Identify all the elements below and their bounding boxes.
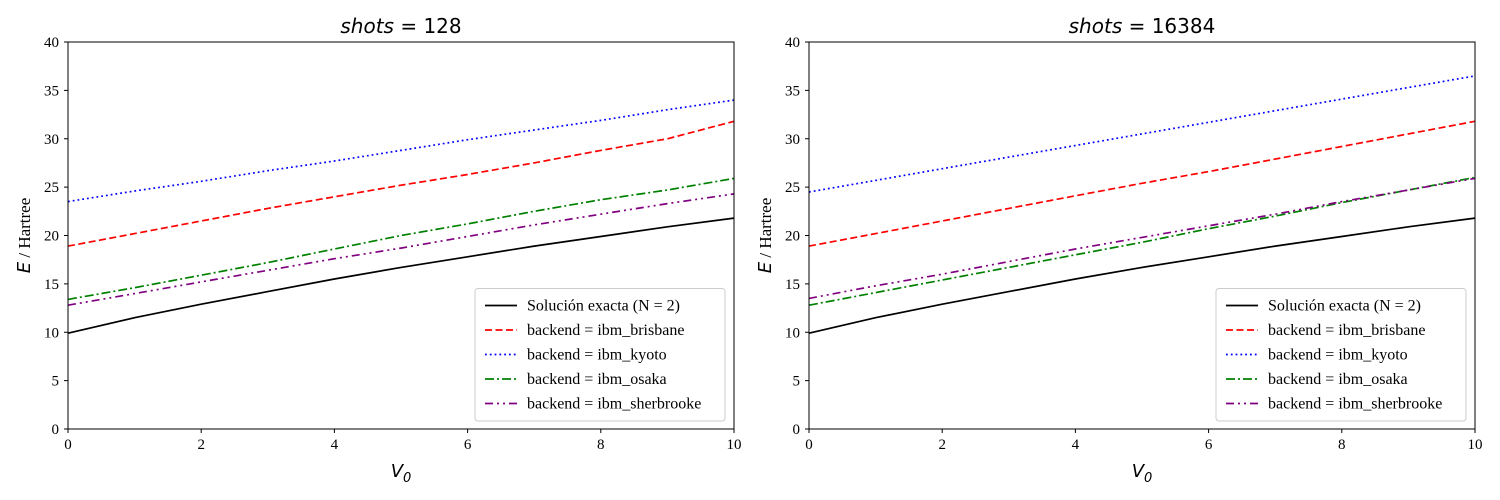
legend-entry-2: backend = ibm_brisbane — [1268, 322, 1425, 339]
legend-entry-3: backend = ibm_kyoto — [1268, 347, 1408, 364]
title-value: = 128 — [394, 14, 462, 38]
legend-entry-1: Solución exacta (N = 2) — [1268, 298, 1421, 315]
y-tick-label: 5 — [52, 374, 60, 390]
x-axis-label: V0 — [391, 461, 412, 486]
y-tick-label: 20 — [785, 229, 800, 245]
legend-entry-1: Solución exacta (N = 2) — [527, 298, 680, 315]
y-axis-label-unit: / Hartree — [756, 198, 775, 262]
y-tick-label: 20 — [44, 229, 59, 245]
y-tick-label: 10 — [44, 325, 59, 341]
x-tick-label: 4 — [331, 437, 339, 453]
legend-box — [1215, 288, 1467, 422]
x-tick-label: 8 — [597, 437, 605, 453]
chart-title: shots = 16384 — [1069, 14, 1216, 38]
legend-entry-3: backend = ibm_kyoto — [527, 347, 667, 364]
legend-box — [474, 288, 726, 422]
y-tick-label: 35 — [785, 83, 800, 99]
y-tick-label: 35 — [44, 83, 59, 99]
x-tick-label: 6 — [464, 437, 472, 453]
y-axis-label: E / Hartree — [755, 198, 776, 274]
series-line-4 — [67, 177, 735, 301]
y-axis-label-var: E — [755, 261, 776, 273]
y-axis-label: E / Hartree — [14, 198, 35, 274]
x-tick-label: 4 — [1072, 437, 1080, 453]
x-axis-label-var: V — [1132, 461, 1146, 482]
y-tick-label: 40 — [785, 35, 800, 51]
series-line-5 — [808, 177, 1476, 300]
y-tick-label: 15 — [44, 277, 59, 293]
y-tick-label: 5 — [793, 374, 801, 390]
x-tick-label: 0 — [64, 437, 72, 453]
x-tick-label: 2 — [938, 437, 946, 453]
x-axis-label-sub: 0 — [403, 471, 411, 486]
y-tick-label: 0 — [793, 422, 801, 438]
series-line-5 — [67, 193, 735, 307]
legend-entry-5: backend = ibm_sherbrooke — [1268, 396, 1442, 413]
x-axis-label: V0 — [1132, 461, 1153, 486]
chart-title: shots = 128 — [340, 14, 461, 38]
y-tick-label: 40 — [44, 35, 59, 51]
legend-entry-5: backend = ibm_sherbrooke — [527, 396, 701, 413]
x-tick-label: 10 — [1468, 437, 1483, 453]
y-tick-label: 25 — [44, 180, 59, 196]
series-line-4 — [808, 176, 1476, 307]
series-line-1 — [808, 217, 1476, 335]
legend: Solución exacta (N = 2) backend = ibm_bri… — [474, 288, 726, 422]
legend-entry-4: backend = ibm_osaka — [527, 371, 667, 388]
legend: Solución exacta (N = 2) backend = ibm_bri… — [1215, 288, 1467, 422]
y-axis-label-var: E — [14, 261, 35, 273]
legend-entry-2: backend = ibm_brisbane — [527, 322, 684, 339]
y-tick-label: 0 — [52, 422, 60, 438]
series-line-3 — [67, 99, 735, 203]
series-line-3 — [808, 75, 1476, 193]
x-tick-label: 6 — [1205, 437, 1213, 453]
title-variable: shots — [340, 14, 394, 38]
series-line-2 — [808, 120, 1476, 247]
y-tick-label: 25 — [785, 180, 800, 196]
title-value: = 16384 — [1122, 14, 1215, 38]
x-tick-label: 8 — [1338, 437, 1346, 453]
title-variable: shots — [1069, 14, 1123, 38]
x-axis-label-sub: 0 — [1144, 471, 1152, 486]
x-tick-label: 0 — [805, 437, 813, 453]
x-tick-label: 2 — [197, 437, 205, 453]
series-line-1 — [67, 217, 735, 335]
x-axis-label-var: V — [391, 461, 405, 482]
y-axis-label-unit: / Hartree — [15, 198, 34, 262]
y-tick-label: 15 — [785, 277, 800, 293]
y-tick-label: 30 — [44, 132, 59, 148]
x-tick-label: 10 — [727, 437, 742, 453]
y-tick-label: 10 — [785, 325, 800, 341]
legend-entry-4: backend = ibm_osaka — [1268, 371, 1408, 388]
y-tick-label: 30 — [785, 132, 800, 148]
series-line-2 — [67, 120, 735, 247]
